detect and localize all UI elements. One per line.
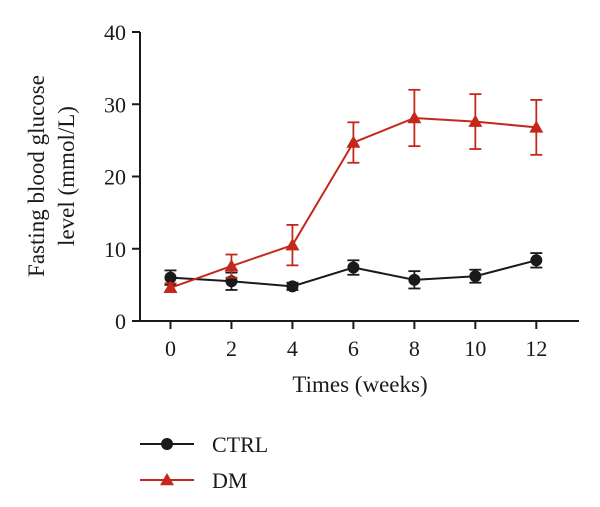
ctrl-point [408, 273, 421, 286]
ctrl-point [530, 254, 543, 267]
dm-point [224, 259, 239, 272]
dm-point [346, 135, 361, 148]
legend: CTRL DM [140, 432, 268, 493]
y-tick-label: 20 [104, 165, 126, 190]
dm-point [163, 280, 178, 294]
x-tick-label: 6 [348, 336, 359, 361]
dm-point [529, 120, 544, 133]
legend-marker-ctrl [161, 438, 173, 450]
ctrl-point [347, 261, 360, 274]
legend-item-ctrl: CTRL [140, 432, 268, 457]
x-axis-title: Times (weeks) [292, 372, 427, 397]
ctrl-point [164, 271, 177, 284]
ctrl-point [469, 270, 482, 283]
legend-item-dm: DM [140, 468, 247, 493]
x-tick-label: 2 [226, 336, 237, 361]
axes: 0 10 20 30 40 0 2 4 6 8 10 12 [104, 20, 579, 361]
y-axis-title-line-1: Fasting blood glucose [24, 75, 49, 277]
y-tick-label: 30 [104, 92, 126, 117]
x-tick-label: 0 [165, 336, 176, 361]
legend-marker-dm [160, 473, 174, 486]
dm-point [285, 238, 300, 251]
legend-label-ctrl: CTRL [212, 432, 268, 457]
y-axis-title: Fasting blood glucose level (mmol/L) [24, 75, 79, 277]
x-tick-label: 10 [464, 336, 486, 361]
series-dm [163, 88, 544, 294]
y-tick-label: 0 [115, 309, 126, 334]
x-tick-label: 4 [287, 336, 298, 361]
dm-point [407, 110, 422, 124]
series-ctrl [164, 252, 543, 293]
y-tick-label: 40 [104, 20, 126, 45]
series-layer [163, 88, 544, 294]
y-axis-title-line-2: level (mmol/L) [54, 106, 79, 246]
ctrl-point [286, 280, 299, 293]
y-tick-label: 10 [104, 237, 126, 262]
legend-label-dm: DM [212, 468, 247, 493]
dm-point [468, 114, 483, 127]
x-tick-label: 12 [525, 336, 547, 361]
x-tick-label: 8 [409, 336, 420, 361]
